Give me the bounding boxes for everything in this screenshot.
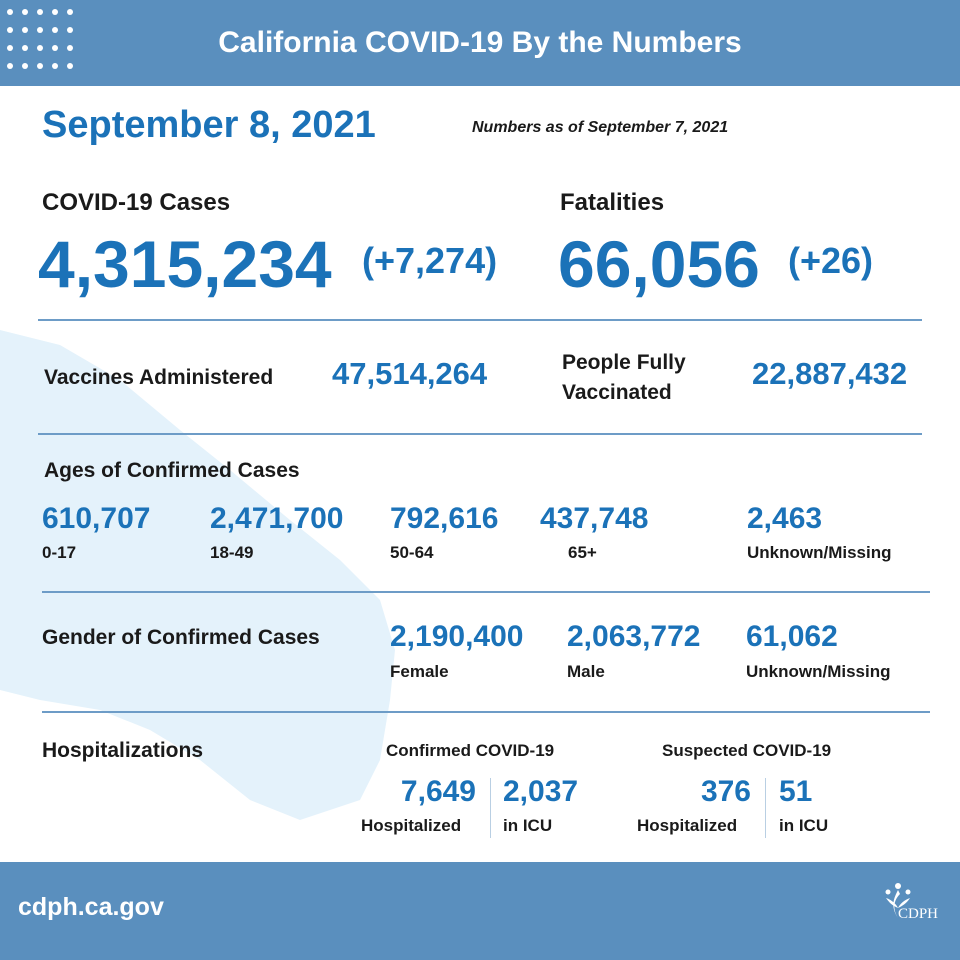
vaccines-value: 47,514,264 <box>332 356 488 391</box>
divider <box>38 319 922 321</box>
fatalities-label: Fatalities <box>560 189 665 216</box>
age-value: 2,471,700 <box>210 502 344 535</box>
fatalities-change: (+26) <box>788 240 874 281</box>
confirmed-title: Confirmed COVID-19 <box>386 741 555 760</box>
header-dots <box>7 9 73 69</box>
fatalities-value: 66,056 <box>558 227 760 301</box>
gender-value: 61,062 <box>746 620 838 653</box>
cases-label: COVID-19 Cases <box>42 189 231 216</box>
header-band <box>0 0 960 86</box>
suspected-icu-label: in ICU <box>779 816 829 835</box>
footer-url[interactable]: cdph.ca.gov <box>18 893 164 921</box>
as-of-note: Numbers as of September 7, 2021 <box>472 119 729 136</box>
age-label: 50-64 <box>390 543 434 562</box>
gender-title: Gender of Confirmed Cases <box>42 626 320 649</box>
header-title: California COVID-19 By the Numbers <box>218 26 742 59</box>
cases-change: (+7,274) <box>362 240 498 281</box>
footer-band <box>0 862 960 960</box>
age-label: Unknown/Missing <box>747 543 892 562</box>
gender-value: 2,063,772 <box>567 620 701 653</box>
age-label: 0-17 <box>42 543 77 562</box>
divider <box>42 591 930 593</box>
report-date: September 8, 2021 <box>42 104 376 146</box>
age-value: 610,707 <box>42 502 151 535</box>
cdph-logo-text: CDPH <box>898 906 939 922</box>
fully-vaccinated-label: People Fully Vaccinated <box>562 351 686 404</box>
confirmed-icu-label: in ICU <box>503 816 553 835</box>
age-value: 437,748 <box>540 502 649 535</box>
age-label: 18-49 <box>210 543 254 562</box>
hospitalizations-title: Hospitalizations <box>42 739 204 762</box>
suspected-hospitalized-label: Hospitalized <box>637 816 738 835</box>
gender-label: Male <box>567 662 605 681</box>
vaccines-label: Vaccines Administered <box>44 366 274 389</box>
column-divider <box>765 778 766 838</box>
cdph-logo-mark <box>885 883 911 918</box>
divider <box>38 433 922 435</box>
california-shape <box>0 330 395 820</box>
suspected-icu-value: 51 <box>779 775 813 808</box>
age-value: 2,463 <box>747 502 823 535</box>
age-value: 792,616 <box>390 502 499 535</box>
age-label: 65+ <box>568 543 597 562</box>
ages-title: Ages of Confirmed Cases <box>44 459 300 482</box>
gender-value: 2,190,400 <box>390 620 524 653</box>
suspected-title: Suspected COVID-19 <box>662 741 832 760</box>
fully-vaccinated-value: 22,887,432 <box>752 356 908 391</box>
confirmed-hospitalized-label: Hospitalized <box>361 816 462 835</box>
divider <box>42 711 930 713</box>
confirmed-hospitalized-value: 7,649 <box>400 775 476 808</box>
gender-label: Unknown/Missing <box>746 662 891 681</box>
suspected-hospitalized-value: 376 <box>700 775 751 808</box>
column-divider <box>490 778 491 838</box>
gender-label: Female <box>390 662 449 681</box>
confirmed-icu-value: 2,037 <box>503 775 579 808</box>
cases-value: 4,315,234 <box>38 227 332 301</box>
